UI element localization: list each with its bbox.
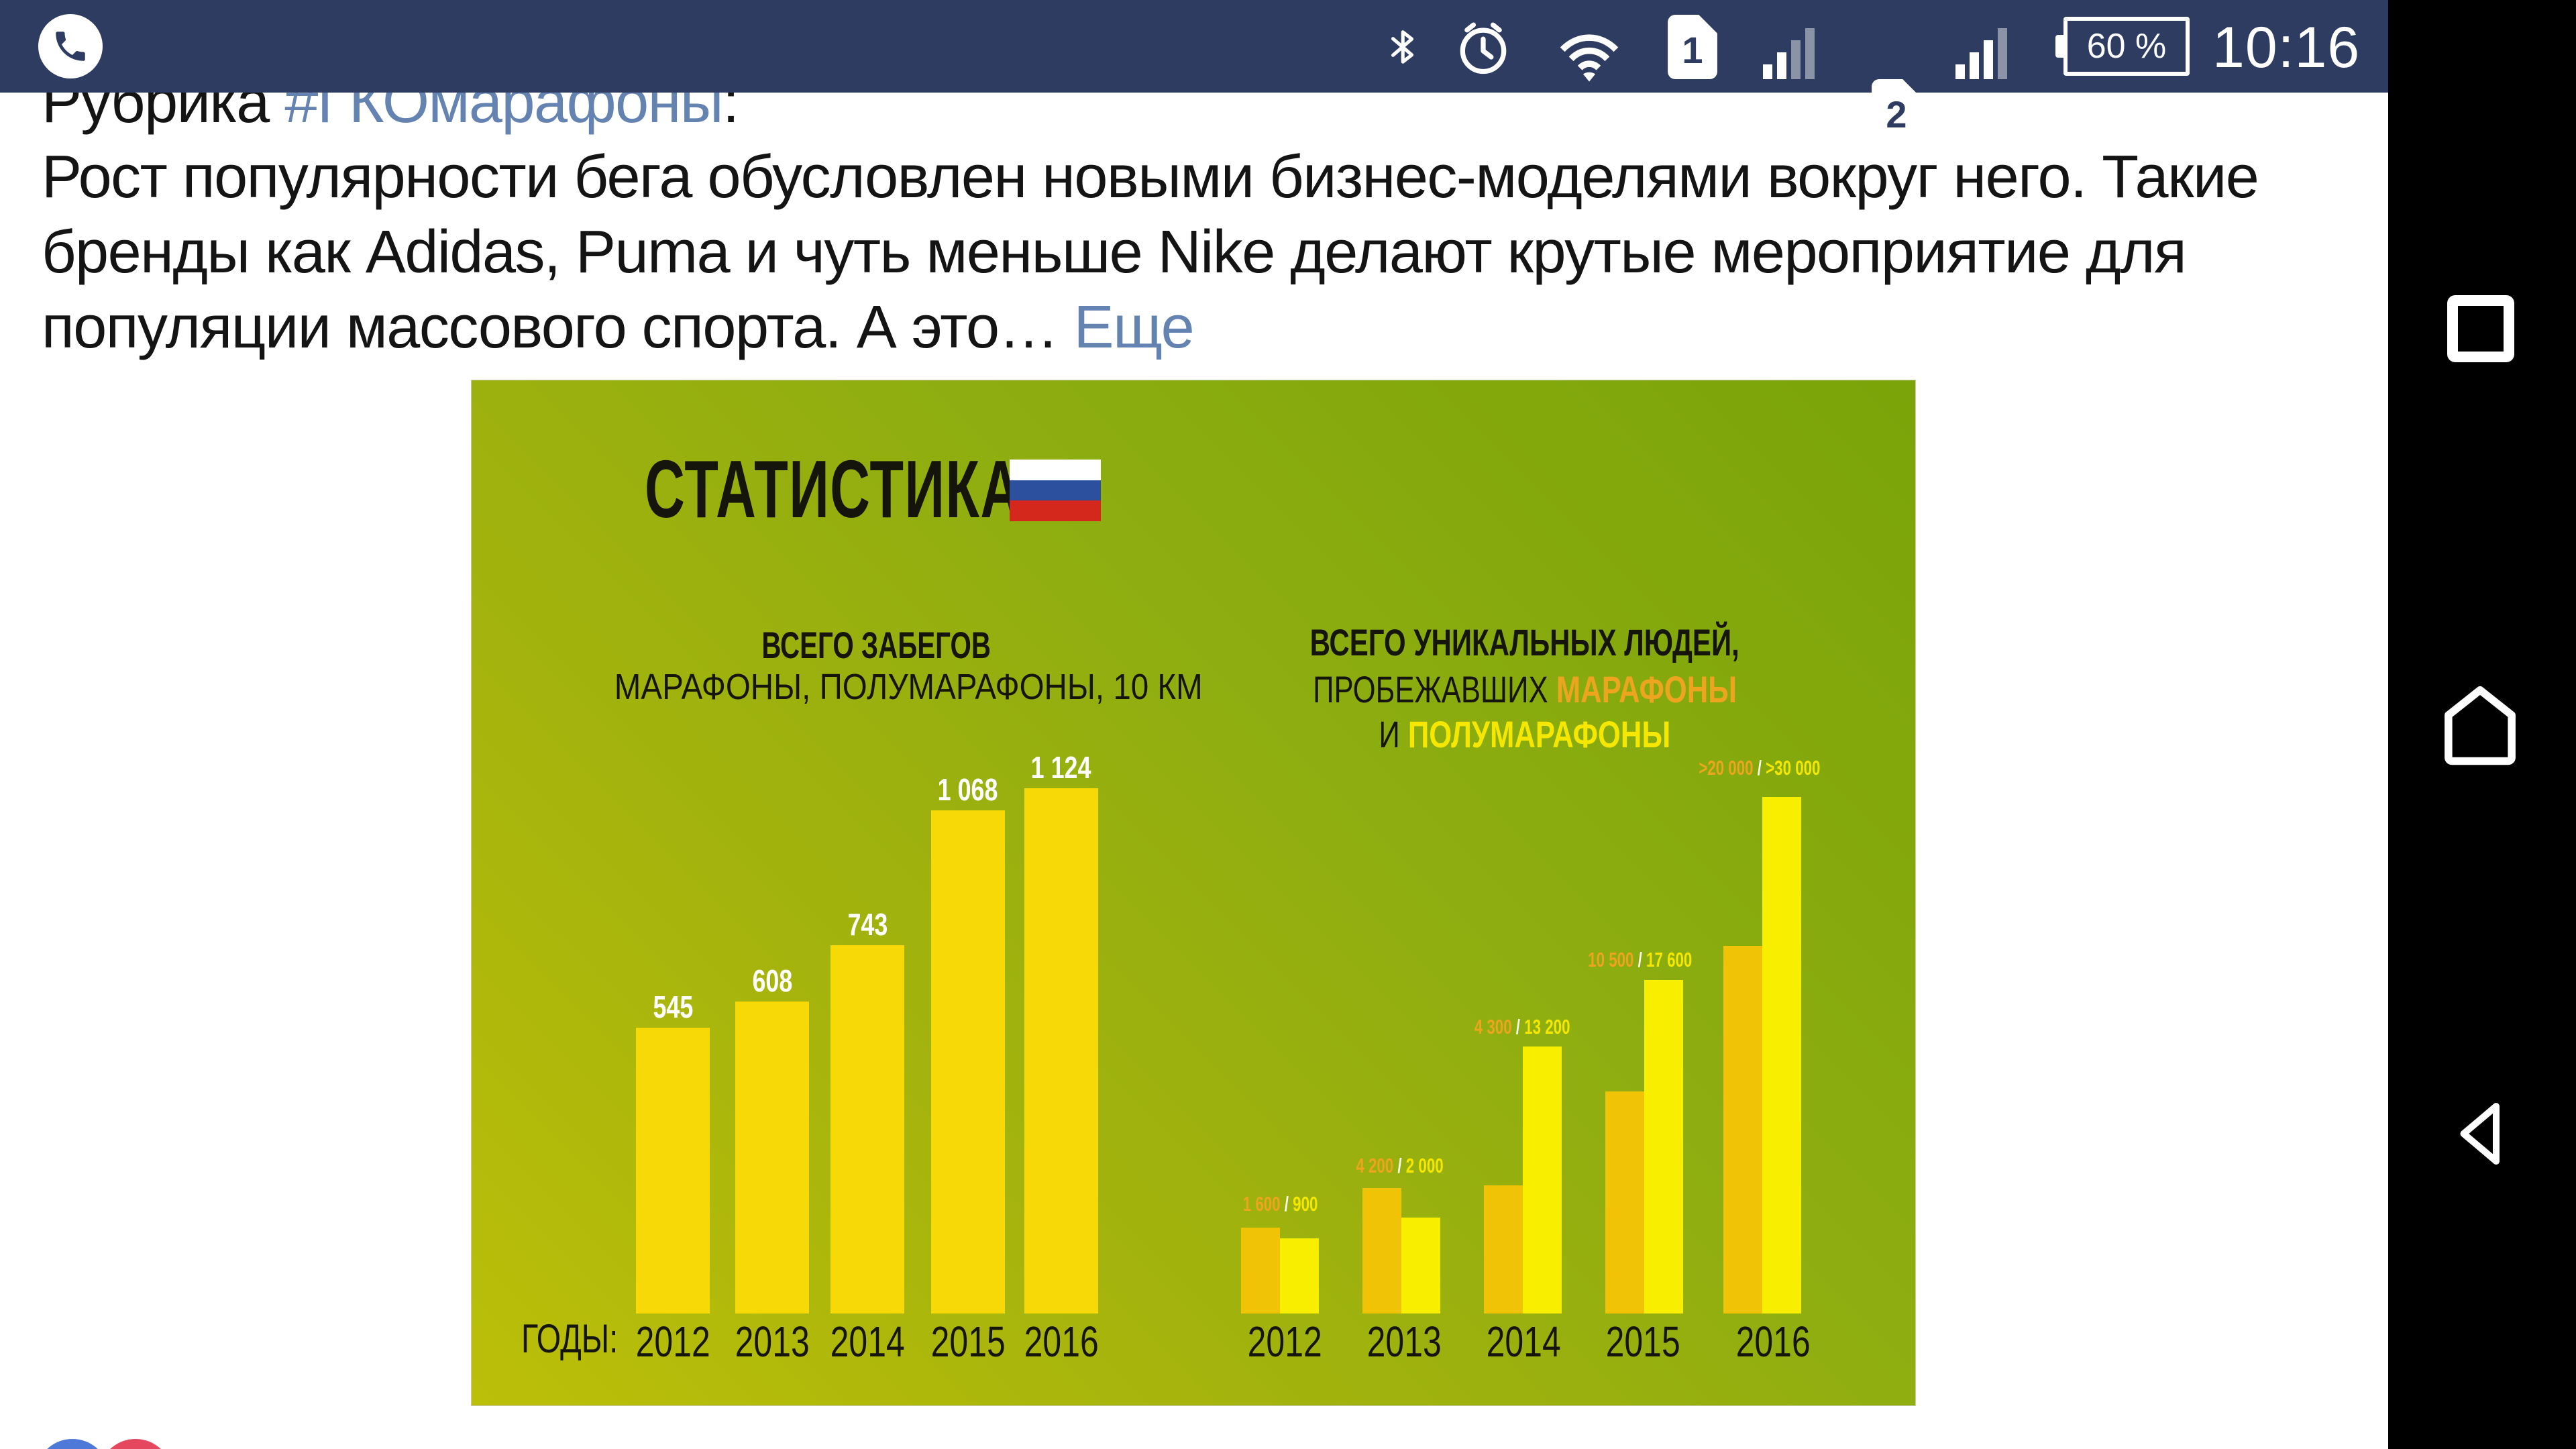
right-chart-year-tick: 2016 bbox=[1735, 1318, 1811, 1366]
right-chart-bar-marathons bbox=[1605, 1091, 1644, 1313]
recents-button[interactable] bbox=[2447, 295, 2514, 362]
signal-strength-icon-sim2 bbox=[1955, 27, 2007, 79]
right-chart-year-tick: 2014 bbox=[1486, 1318, 1561, 1366]
infographic[interactable]: СТАТИСТИКА ВСЕГО ЗАБЕГОВ МАРАФОНЫ, ПОЛУМ… bbox=[471, 380, 1916, 1406]
flag-stripe-white bbox=[1010, 460, 1101, 480]
left-chart-bar bbox=[636, 1028, 710, 1313]
back-button[interactable] bbox=[2440, 1093, 2521, 1174]
left-chart-bar-value: 1 068 bbox=[938, 772, 998, 807]
left-chart-year-tick: 2015 bbox=[930, 1318, 1006, 1366]
battery-nub bbox=[2055, 35, 2063, 58]
right-chart-title-line1: ВСЕГО УНИКАЛЬНЫХ ЛЮДЕЙ, bbox=[1309, 621, 1740, 663]
right-chart-bar-half-marathons bbox=[1401, 1218, 1440, 1313]
left-chart-year-tick: 2013 bbox=[735, 1318, 810, 1366]
left-chart-subtitle: МАРАФОНЫ, ПОЛУМАРАФОНЫ, 10 КМ bbox=[614, 667, 1203, 707]
right-chart-bar-marathons bbox=[1484, 1185, 1523, 1313]
battery-percent: 60 % bbox=[2086, 27, 2167, 66]
post-line-2: Рост популярности бега обусловлен новыми… bbox=[42, 144, 2259, 211]
right-chart-bar-marathons bbox=[1723, 946, 1762, 1313]
right-chart-title-line3: И ПОЛУМАРАФОНЫ bbox=[1379, 713, 1671, 755]
sim1-icon: 1 bbox=[1668, 15, 1717, 79]
post-text: популяции массового спорта. А это… bbox=[42, 294, 1074, 361]
post-line-4: популяции массового спорта. А это… Еще bbox=[42, 290, 2363, 365]
sim1-number: 1 bbox=[1682, 29, 1703, 71]
accent-marathons: МАРАФОНЫ bbox=[1556, 668, 1737, 710]
sim2-icon: 2 bbox=[1872, 79, 1921, 144]
russia-flag-icon bbox=[1010, 460, 1101, 521]
love-reaction-badge[interactable] bbox=[99, 1439, 172, 1449]
home-button[interactable] bbox=[2434, 679, 2526, 771]
post-line-3: бренды как Adidas, Puma и чуть меньше Ni… bbox=[42, 219, 2187, 286]
right-chart-title-line2: ПРОБЕЖАВШИХ МАРАФОНЫ bbox=[1313, 668, 1737, 710]
left-chart-bar-value: 545 bbox=[653, 989, 693, 1024]
signal-strength-icon-sim1 bbox=[1763, 27, 1815, 79]
bluetooth-icon bbox=[1391, 30, 1414, 64]
right-chart-bar-half-marathons bbox=[1280, 1238, 1319, 1313]
right-chart-bar-half-marathons bbox=[1762, 797, 1801, 1313]
active-call-icon bbox=[38, 14, 103, 78]
wifi-icon bbox=[1560, 34, 1619, 82]
right-chart-bar-half-marathons bbox=[1644, 980, 1683, 1313]
post-body: Рубрика #ГКОмарафоны: Рост популярности … bbox=[42, 64, 2363, 365]
left-chart-bar bbox=[735, 1002, 809, 1313]
left-chart-bar-value: 743 bbox=[847, 907, 888, 942]
like-reaction-badge[interactable] bbox=[36, 1439, 109, 1449]
right-chart-bar-marathons bbox=[1241, 1228, 1280, 1313]
right-chart-year-tick: 2015 bbox=[1605, 1318, 1680, 1366]
android-nav-bar bbox=[2388, 0, 2576, 1449]
status-bar: 1 2 60 % 10:16 bbox=[0, 0, 2388, 144]
flag-stripe-blue bbox=[1010, 480, 1101, 501]
left-chart-bar-value: 1 124 bbox=[1031, 750, 1091, 785]
right-chart-pair-value: 1 600 / 900 bbox=[1243, 1192, 1318, 1216]
right-chart-bar-marathons bbox=[1362, 1188, 1401, 1313]
flag-stripe-red bbox=[1010, 500, 1101, 521]
right-chart-pair-value: 4 300 / 13 200 bbox=[1474, 1015, 1570, 1038]
left-chart-bar bbox=[830, 945, 904, 1313]
left-chart-year-tick: 2014 bbox=[830, 1318, 905, 1366]
left-chart-year-tick: 2012 bbox=[635, 1318, 710, 1366]
phone-icon bbox=[56, 32, 85, 61]
left-chart-bar-value: 608 bbox=[752, 963, 792, 998]
sim2-number: 2 bbox=[1886, 93, 1907, 136]
status-bar-clock: 10:16 bbox=[2212, 15, 2361, 80]
right-chart-pair-value: 10 500 / 17 600 bbox=[1588, 948, 1693, 971]
right-chart-bar-half-marathons bbox=[1523, 1046, 1562, 1313]
show-more-link[interactable]: Еще bbox=[1073, 294, 1195, 361]
left-chart-title: ВСЕГО ЗАБЕГОВ bbox=[761, 624, 991, 666]
alarm-clock-icon bbox=[1460, 22, 1507, 74]
recents-square-icon bbox=[2447, 295, 2514, 362]
accent-half-marathons: ПОЛУМАРАФОНЫ bbox=[1408, 713, 1671, 755]
years-axis-label: ГОДЫ: bbox=[521, 1316, 619, 1361]
right-chart-year-tick: 2012 bbox=[1247, 1318, 1322, 1366]
right-chart-pair-value: 4 200 / 2 000 bbox=[1355, 1154, 1444, 1177]
left-chart-year-tick: 2016 bbox=[1024, 1318, 1099, 1366]
left-chart-bar bbox=[1024, 788, 1098, 1313]
left-chart-bar bbox=[931, 810, 1005, 1313]
infographic-title: СТАТИСТИКА bbox=[645, 443, 1022, 535]
home-icon bbox=[2445, 686, 2516, 765]
right-chart-year-tick: 2013 bbox=[1366, 1318, 1442, 1366]
back-triangle-icon bbox=[2460, 1103, 2500, 1165]
battery-icon: 60 % bbox=[2055, 17, 2190, 76]
right-chart-pair-value: >20 000 / >30 000 bbox=[1699, 756, 1821, 780]
